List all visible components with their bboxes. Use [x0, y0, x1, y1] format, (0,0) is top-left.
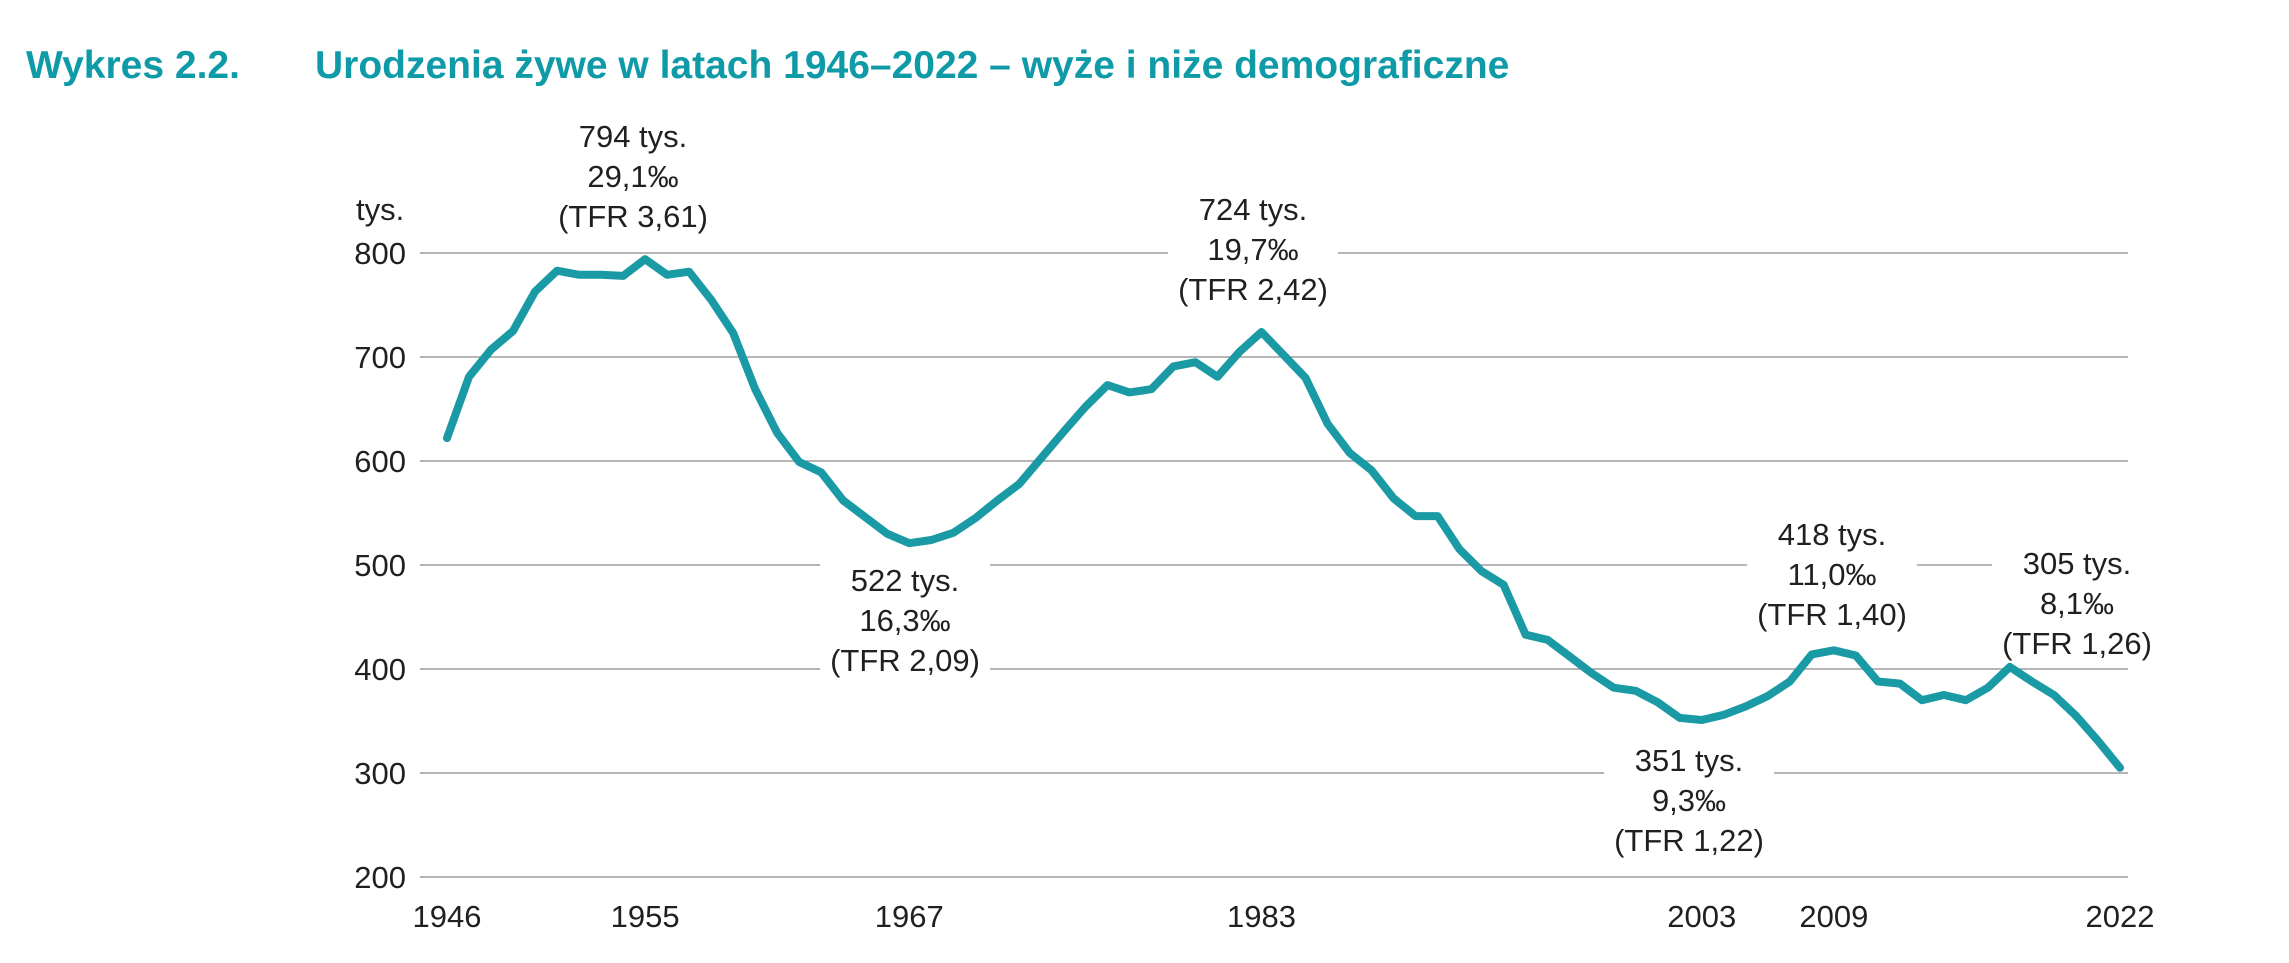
annotation-line: (TFR 1,26) [2002, 626, 2152, 661]
annotation-bg [548, 117, 718, 236]
annotation-line: 418 tys. [1778, 517, 1887, 552]
annotation-line: 16,3‰ [859, 603, 950, 638]
y-axis-unit: tys. [356, 192, 404, 227]
annotation-bg [1992, 544, 2162, 663]
annotation-line: 351 tys. [1635, 743, 1744, 778]
figure-title: Urodzenia żywe w latach 1946–2022 – wyże… [315, 44, 1510, 87]
annotation-bg [1168, 190, 1338, 309]
x-tick-label: 2003 [1667, 899, 1736, 934]
x-axis-ticks: 1946 1955 1967 1983 2003 2009 2022 [413, 899, 2155, 934]
x-tick-label: 1967 [875, 899, 944, 934]
y-tick-label: 300 [354, 756, 406, 791]
annotation-line: 305 tys. [2023, 546, 2132, 581]
annotation-line: (TFR 1,40) [1757, 597, 1907, 632]
figure-title-row: Wykres 2.2. Urodzenia żywe w latach 1946–… [26, 44, 1509, 88]
annotation-line: (TFR 3,61) [558, 199, 708, 234]
y-tick-label: 500 [354, 548, 406, 583]
x-tick-label: 1946 [413, 899, 482, 934]
annotation-line: 19,7‰ [1207, 232, 1298, 267]
annotation-line: 8,1‰ [2040, 586, 2114, 621]
y-tick-label: 400 [354, 652, 406, 687]
annotation-line: 724 tys. [1199, 192, 1308, 227]
annotation-bg [1604, 741, 1774, 860]
annotation-line: 29,1‰ [587, 159, 678, 194]
y-tick-label: 200 [354, 860, 406, 895]
annotation-line: 522 tys. [851, 563, 960, 598]
annotation-line: 794 tys. [579, 119, 688, 154]
annotation-2009: 418 tys. 11,0‰ (TFR 1,40) [1747, 515, 1917, 634]
y-axis-ticks: 200 300 400 500 600 700 800 [354, 236, 406, 895]
annotation-line: (TFR 1,22) [1614, 823, 1764, 858]
annotations: 794 tys. 29,1‰ (TFR 3,61) 522 tys. 16,3‰ (TFR… [548, 117, 2162, 860]
x-tick-label: 1955 [611, 899, 680, 934]
annotation-2003: 351 tys. 9,3‰ (TFR 1,22) [1604, 741, 1774, 860]
annotation-1955: 794 tys. 29,1‰ (TFR 3,61) [548, 117, 718, 236]
figure-number: Wykres 2.2. [26, 44, 240, 87]
annotation-bg [1747, 515, 1917, 634]
y-tick-label: 700 [354, 340, 406, 375]
y-tick-label: 800 [354, 236, 406, 271]
x-tick-label: 1983 [1227, 899, 1296, 934]
births-series [443, 255, 2124, 772]
annotation-line: 9,3‰ [1652, 783, 1726, 818]
x-tick-label: 2022 [2086, 899, 2155, 934]
annotation-line: (TFR 2,09) [830, 643, 980, 678]
annotation-line: (TFR 2,42) [1178, 272, 1328, 307]
annotation-1983: 724 tys. 19,7‰ (TFR 2,42) [1168, 190, 1338, 309]
annotation-bg [820, 561, 990, 680]
x-tick-label: 2009 [1799, 899, 1868, 934]
births-line [443, 255, 2124, 772]
annotation-line: 11,0‰ [1787, 557, 1876, 592]
y-tick-label: 600 [354, 444, 406, 479]
annotation-2022: 305 tys. 8,1‰ (TFR 1,26) [1992, 544, 2162, 663]
annotation-1967: 522 tys. 16,3‰ (TFR 2,09) [820, 561, 990, 680]
